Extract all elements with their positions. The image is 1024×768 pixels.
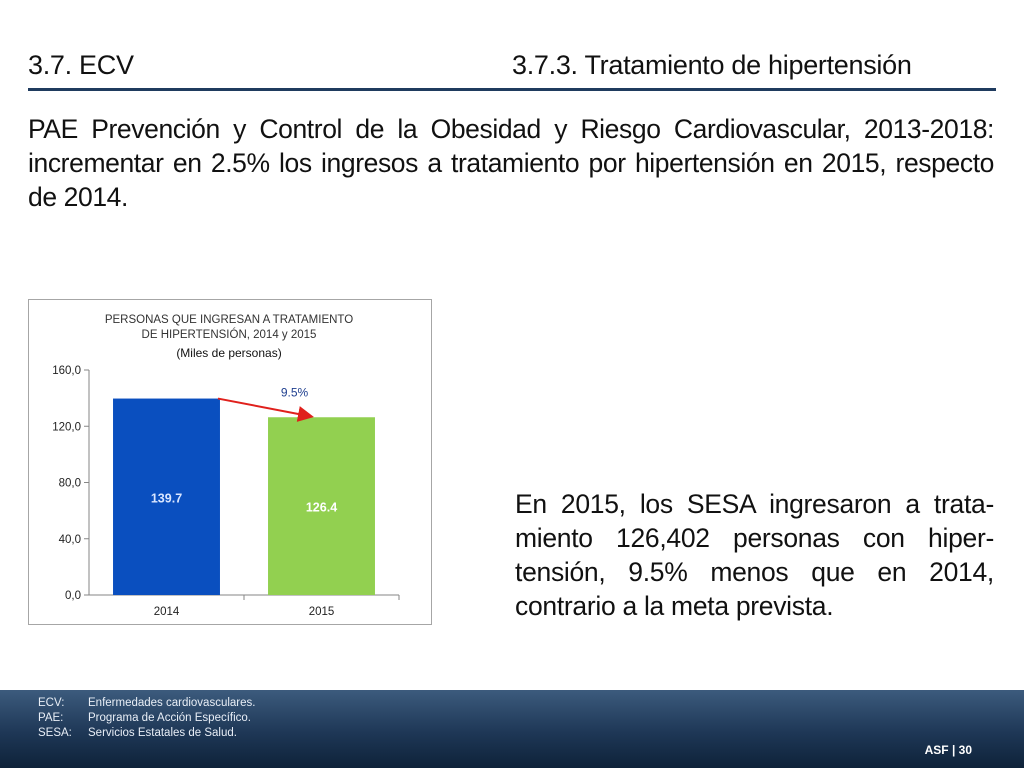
chart-subtitle: (Miles de personas)	[176, 346, 281, 360]
chart-plot-area: 0,0 40,0 80,0 120,0 160,0 139.7 2014 126.4 2015 9…	[52, 365, 400, 618]
footnote-ecv: ECV: Enfermedades cardiovasculares.	[38, 697, 255, 709]
footnote-abbr: PAE:	[38, 712, 64, 724]
footnote-text: Enfermedades cardiovasculares.	[88, 697, 256, 709]
bar-value-label: 139.7	[151, 492, 182, 506]
chart-canvas: PERSONAS QUE INGRESAN A TRATAMIENTO DE H…	[52, 314, 400, 618]
change-arrow	[217, 397, 314, 422]
conclusion-paragraph: En 2015, los SESA ingresaron a trata-mie…	[515, 489, 994, 621]
change-annotation: 9.5%	[281, 386, 309, 400]
section-title: 3.7. ECV	[28, 50, 134, 80]
title-divider	[28, 88, 996, 91]
footnote-text: Programa de Acción Específico.	[88, 712, 251, 724]
x-tick-label: 2015	[309, 606, 335, 618]
chart-title-line-2: DE HIPERTENSIÓN, 2014 y 2015	[142, 328, 317, 341]
footer-band	[0, 690, 1024, 768]
y-tick-label: 160,0	[52, 365, 81, 377]
footnote-text: Servicios Estatales de Salud.	[88, 727, 237, 739]
footnote-pae: PAE: Programa de Acción Específico.	[38, 712, 251, 724]
y-tick-label: 80,0	[59, 478, 81, 490]
bar-2015	[268, 417, 375, 595]
intro-paragraph: PAE Prevención y Control de la Obesidad …	[28, 114, 994, 212]
chart-title-line-1: PERSONAS QUE INGRESAN A TRATAMIENTO	[105, 314, 353, 326]
footnote-abbr: ECV:	[38, 697, 65, 709]
page-number: ASF | 30	[924, 743, 972, 757]
y-tick-label: 40,0	[59, 534, 81, 546]
bar-2014	[113, 398, 220, 595]
y-tick-label: 120,0	[52, 421, 81, 433]
bar-value-label: 126.4	[306, 500, 337, 514]
footnote-sesa: SESA: Servicios Estatales de Salud.	[38, 727, 237, 739]
x-tick-label: 2014	[154, 606, 180, 618]
bar-chart: PERSONAS QUE INGRESAN A TRATAMIENTO DE H…	[28, 299, 432, 625]
subsection-title: 3.7.3. Tratamiento de hipertensión	[512, 50, 912, 80]
y-tick-label: 0,0	[65, 590, 81, 602]
footnote-abbr: SESA:	[38, 727, 72, 739]
